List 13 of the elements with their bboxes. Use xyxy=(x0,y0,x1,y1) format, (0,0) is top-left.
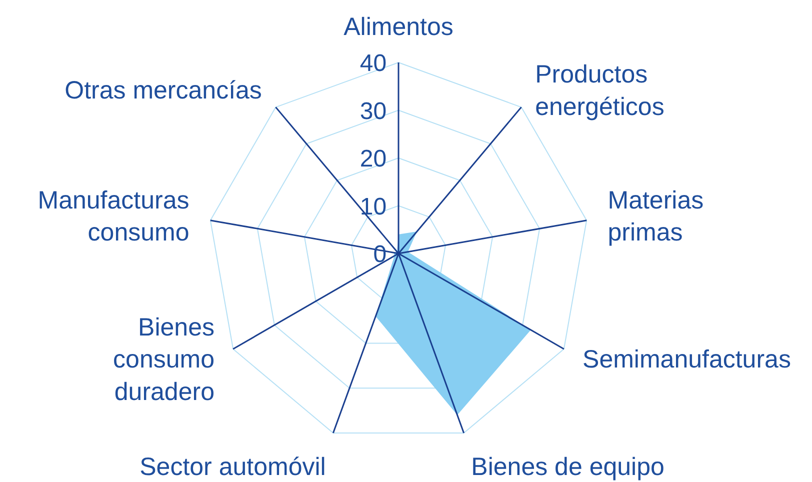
y-tick-label: 20 xyxy=(360,146,387,172)
spoke-label: Manufacturas consumo xyxy=(38,186,190,247)
spoke-label: Productos energéticos xyxy=(535,60,664,121)
spoke-label: Otras mercancías xyxy=(64,76,262,105)
y-tick-label: 40 xyxy=(360,50,387,77)
y-tick-label: 30 xyxy=(360,98,387,125)
spoke-label: Sector automóvil xyxy=(140,453,326,482)
spoke-label: Semimanufacturas xyxy=(582,346,791,374)
spoke-label: Materias primas xyxy=(608,186,704,247)
spoke-label: Bienes consumo duradero xyxy=(113,314,214,406)
spoke-label: Bienes de equipo xyxy=(471,453,664,482)
y-tick-label: 10 xyxy=(360,193,387,220)
spoke-label: Alimentos xyxy=(344,13,454,42)
